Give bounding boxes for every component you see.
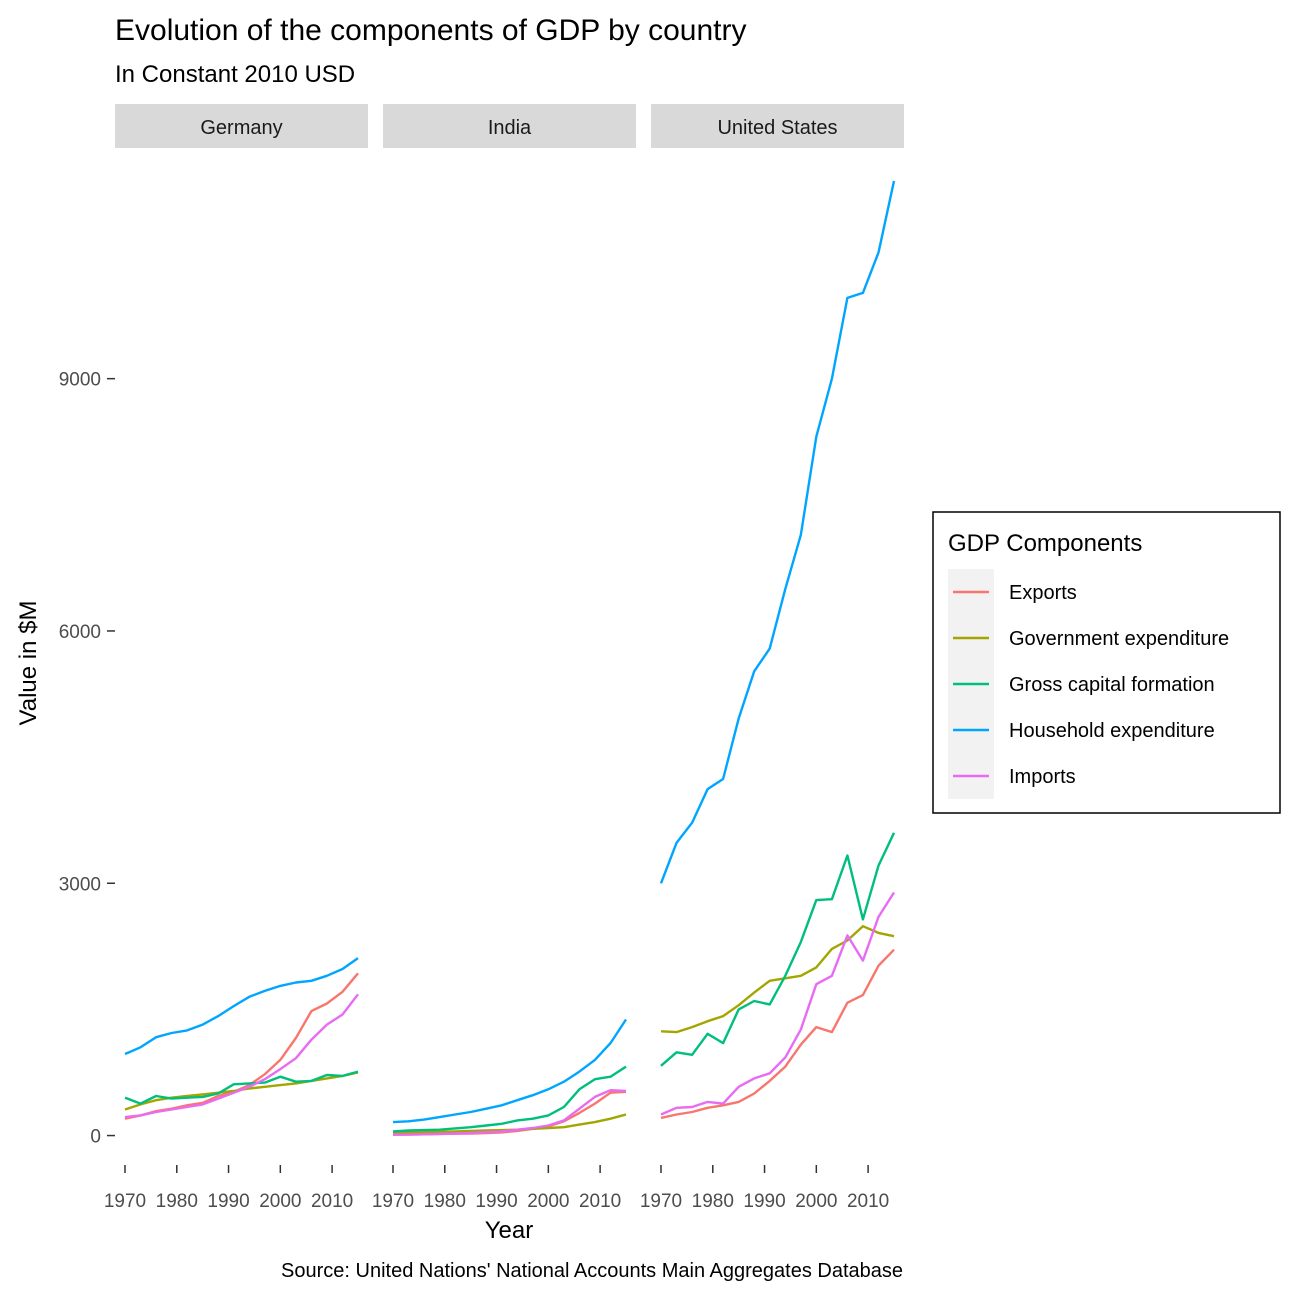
x-tick-label: 2000: [259, 1191, 301, 1212]
x-tick-label: 1990: [475, 1191, 517, 1212]
line-government-expenditure: [660, 925, 895, 1034]
y-axis-label: Value in $M: [15, 601, 42, 726]
x-tick-label: 1970: [640, 1191, 682, 1212]
x-tick-label: 2000: [795, 1191, 837, 1212]
chart-title: Evolution of the components of GDP by co…: [115, 14, 746, 47]
panel-united-states: United States 1970 1980 1990 2000 2010: [640, 104, 904, 1212]
x-tick-label: 1990: [743, 1191, 785, 1212]
facet-strip-label: Germany: [200, 117, 282, 139]
panel-india: India 1970 1980 1990 2000 2010: [372, 104, 636, 1212]
legend-label-government-expenditure: Government expenditure: [1009, 628, 1229, 650]
facet-strip-label: India: [488, 117, 532, 139]
line-imports: [124, 993, 359, 1119]
legend-label-exports: Exports: [1009, 582, 1077, 604]
x-tick-label: 2010: [579, 1191, 621, 1212]
chart-subtitle: In Constant 2010 USD: [115, 61, 355, 88]
x-tick-label: 1990: [207, 1191, 249, 1212]
x-tick-label: 1970: [104, 1191, 146, 1212]
y-axis: 0 3000 6000 9000: [59, 370, 115, 1148]
facet-strip: [383, 104, 636, 148]
facet-strip-label: United States: [717, 117, 837, 139]
line-gross-capital-formation: [660, 832, 896, 1067]
x-axis-label: Year: [485, 1217, 534, 1244]
x-tick-label: 1970: [372, 1191, 414, 1212]
legend-title: GDP Components: [948, 530, 1142, 557]
legend-label-imports: Imports: [1009, 766, 1076, 788]
y-tick-label: 9000: [59, 370, 101, 391]
y-tick-label: 0: [90, 1127, 101, 1148]
x-tick-label: 2010: [847, 1191, 889, 1212]
facet-strip: [115, 104, 368, 148]
x-tick-label: 1980: [156, 1191, 198, 1212]
facet-panels: Germany 1970 1980 1990 2000 2010 India 1970 1980…: [104, 104, 904, 1212]
line-household-expenditure: [392, 1018, 628, 1124]
y-tick-label: 6000: [59, 622, 101, 643]
legend: GDP Components Exports Government expendi…: [932, 511, 1281, 814]
x-tick-label: 1980: [692, 1191, 734, 1212]
y-tick-label: 3000: [59, 874, 101, 895]
line-exports: [660, 948, 895, 1120]
line-imports: [660, 891, 896, 1116]
panel-germany: Germany 1970 1980 1990 2000 2010: [104, 104, 368, 1212]
chart-caption: Source: United Nations' National Account…: [281, 1260, 903, 1282]
x-tick-label: 2000: [527, 1191, 569, 1212]
x-tick-label: 1980: [424, 1191, 466, 1212]
legend-label-household-expenditure: Household expenditure: [1009, 720, 1215, 742]
x-tick-label: 2010: [311, 1191, 353, 1212]
line-exports: [392, 1090, 627, 1136]
facet-strip: [651, 104, 904, 148]
line-gross-capital-formation: [392, 1065, 627, 1133]
line-household-expenditure: [659, 180, 896, 884]
line-imports: [392, 1089, 627, 1136]
legend-label-gross-capital-formation: Gross capital formation: [1009, 674, 1215, 696]
line-gross-capital-formation: [124, 1070, 359, 1105]
line-household-expenditure: [124, 957, 359, 1056]
